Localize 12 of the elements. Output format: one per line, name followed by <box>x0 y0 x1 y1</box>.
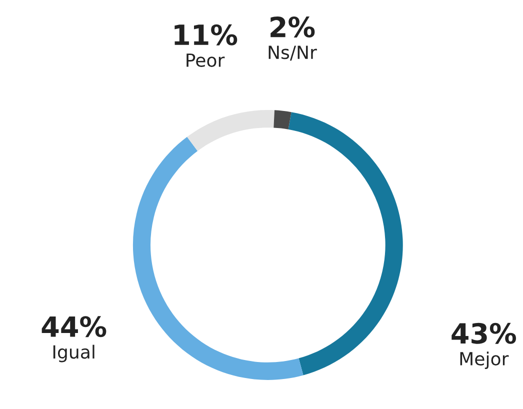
donut-slice <box>187 110 275 151</box>
data-label: 43% <box>452 322 516 344</box>
data-label: 11% <box>174 24 238 46</box>
slice-label: Mejor <box>460 352 509 370</box>
data-label: 44% <box>42 316 106 338</box>
donut-slice <box>288 112 403 376</box>
slice-label: Peor <box>186 54 225 68</box>
donut-slice <box>274 110 292 130</box>
data-label: 2% <box>270 16 315 38</box>
donut-slice <box>132 136 304 380</box>
slice-label: Ns/Nr <box>268 46 317 61</box>
slice-label: Igual <box>53 344 94 362</box>
